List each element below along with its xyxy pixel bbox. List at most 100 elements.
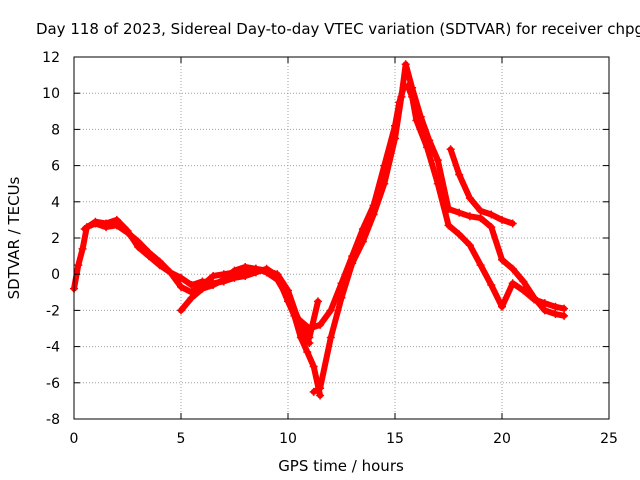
data-point (134, 243, 143, 252)
data-point (102, 219, 111, 228)
data-point (177, 273, 185, 282)
data-point (433, 156, 442, 165)
y-tick-label: -6 (46, 376, 60, 392)
data-point (294, 315, 303, 324)
data-point (508, 279, 517, 288)
data-point (358, 237, 367, 246)
data-point (230, 266, 239, 275)
x-tick-label: 10 (279, 431, 297, 447)
x-tick-label: 5 (177, 431, 186, 447)
x-axis-label: GPS time / hours (278, 457, 404, 475)
y-tick-label: 4 (51, 195, 60, 211)
data-point (540, 306, 549, 315)
data-point (316, 320, 325, 329)
data-point (80, 224, 89, 233)
data-point (560, 304, 569, 313)
y-tick-label: 12 (42, 50, 60, 66)
data-point (177, 282, 185, 291)
data-point (187, 281, 196, 290)
data-point (465, 212, 474, 221)
data-point (305, 338, 314, 347)
data-point (560, 311, 569, 320)
data-point (112, 215, 121, 224)
data-point (305, 324, 314, 333)
data-point (465, 241, 474, 250)
data-point (273, 270, 282, 279)
data-point (498, 215, 506, 224)
data-point (177, 306, 185, 315)
data-point (487, 210, 496, 219)
data-point (198, 284, 207, 293)
chart-title: Day 118 of 2023, Sidereal Day-to-day VTE… (36, 20, 640, 38)
data-point (425, 136, 434, 145)
data-point (397, 92, 406, 101)
grid (74, 57, 609, 419)
data-point (476, 206, 485, 215)
series-trace (310, 61, 568, 395)
data-point (455, 230, 464, 239)
data-point (408, 83, 417, 92)
x-tick-label: 0 (70, 431, 79, 447)
data-point (487, 281, 496, 290)
data-point (209, 281, 218, 290)
data-point (166, 268, 175, 277)
data-point (508, 219, 517, 228)
data-point (455, 208, 464, 217)
data-point (498, 255, 506, 264)
data-point (303, 348, 312, 357)
x-tick-label: 20 (493, 431, 511, 447)
data-point (551, 310, 560, 319)
data-point (530, 293, 539, 302)
data-point (476, 261, 485, 270)
y-tick-label: -8 (46, 412, 60, 428)
data-point (380, 179, 389, 188)
series-arc-6 (446, 145, 517, 228)
data-point (74, 261, 83, 270)
data-point (251, 264, 260, 273)
y-tick-label: 2 (51, 231, 60, 247)
series-trace (71, 220, 324, 399)
series-arc-4 (294, 81, 569, 333)
data-point (316, 391, 325, 400)
data-point (187, 293, 196, 302)
y-tick-label: 6 (51, 159, 60, 175)
data-point (309, 387, 318, 396)
data-point (401, 60, 410, 69)
data-point (444, 205, 453, 214)
data-point (78, 244, 87, 253)
data-point (487, 223, 496, 232)
y-tick-label: 0 (51, 267, 60, 283)
data-points (70, 60, 569, 400)
data-point (209, 272, 218, 281)
x-tick-label: 15 (386, 431, 404, 447)
series-arc-1 (70, 219, 325, 400)
data-point (369, 210, 378, 219)
data-point (155, 261, 164, 270)
series-trace (295, 83, 568, 332)
data-point (326, 306, 335, 315)
data-point (284, 286, 292, 295)
data-point (144, 252, 153, 261)
y-tick-label: 8 (51, 122, 60, 138)
data-point (309, 362, 318, 371)
data-point (337, 293, 346, 302)
data-point (416, 112, 425, 121)
data-point (476, 214, 485, 223)
data-point (444, 221, 453, 230)
data-point (316, 384, 325, 393)
y-axis-label: SDTVAR / TECUs (5, 176, 23, 299)
data-point (551, 302, 560, 311)
series-arc-5 (309, 60, 569, 396)
data-point (91, 217, 100, 226)
data-point (391, 134, 399, 143)
data-point (313, 297, 322, 306)
data-point (519, 277, 528, 286)
data-point (348, 259, 357, 268)
axis-ticks: 0 5 10 15 20 25 -8 -6 -4 -2 0 2 4 6 8 10 12 (42, 50, 618, 447)
y-tick-label: 10 (42, 86, 60, 102)
data-point (262, 266, 271, 275)
y-tick-label: -4 (46, 340, 60, 356)
y-tick-label: -2 (46, 303, 60, 319)
data-point (446, 145, 455, 154)
